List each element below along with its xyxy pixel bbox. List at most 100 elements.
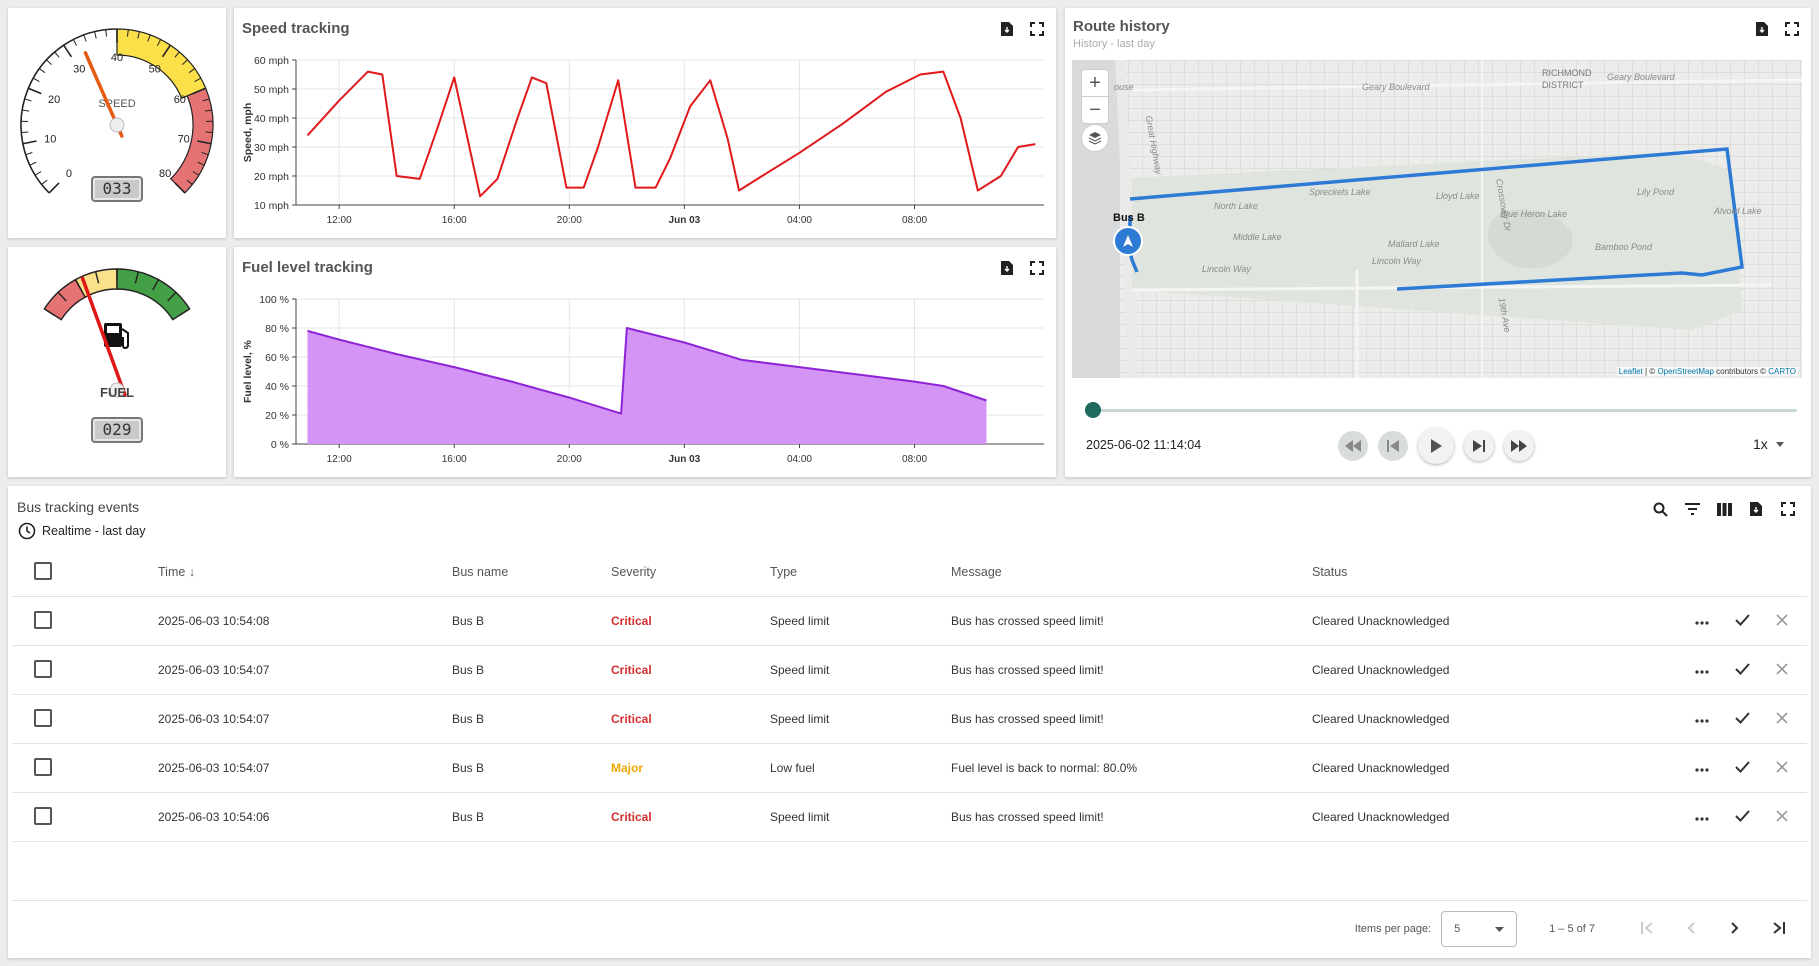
export-icon[interactable] [998,259,1016,277]
filter-button[interactable] [1683,500,1701,518]
slider-thumb[interactable] [1085,402,1101,418]
column-label: Status [1312,565,1348,579]
row-select-cell [12,596,157,646]
more-icon[interactable] [1695,663,1709,677]
timeline-slider[interactable] [1085,402,1797,418]
row-checkbox[interactable] [34,806,52,825]
fuel-pump-window [107,326,119,333]
clear-icon[interactable] [1776,760,1788,776]
table-row[interactable]: 2025-06-03 10:54:07 Bus B Major Low fuel Fue… [12,743,1807,793]
skip-start-button[interactable] [1378,431,1408,461]
speed-tick-label: 30 [73,63,85,75]
page-size-select[interactable]: 5 [1441,911,1518,947]
x-tick-label: 16:00 [442,454,467,465]
paginator: Items per page: 5 1 – 5 of 7 [1355,911,1801,947]
row-checkbox[interactable] [34,757,52,776]
column-header-severity[interactable]: Severity [610,548,769,597]
column-header-type[interactable]: Type [769,548,950,597]
speed-tick [188,68,195,74]
speed-tick [24,98,32,102]
acknowledge-icon[interactable] [1735,760,1750,776]
speed-tick [161,44,171,58]
column-header-status[interactable]: Status [1311,548,1645,597]
export-button[interactable] [1747,500,1765,518]
column-header-bus-name[interactable]: Bus name [451,548,610,597]
map-label: Mallard Lake [1388,239,1440,249]
zoom-out-button[interactable]: − [1089,99,1101,121]
cell-status: Cleared Unacknowledged [1311,694,1645,744]
fullscreen-icon[interactable] [1783,20,1801,38]
fuel-chart: 0 % 20 % 40 % 60 % 80 % 100 % 12:00 16:00 20:00 J… [242,294,1044,465]
leaflet-link[interactable]: Leaflet [1618,367,1643,376]
table-row[interactable]: 2025-06-03 10:54:06 Bus B Critical Speed li… [12,792,1807,842]
x-tick-label: 08:00 [902,454,927,465]
speed-tick-label: 0 [66,168,72,180]
acknowledge-icon[interactable] [1735,809,1750,825]
speed-tick [94,31,97,39]
zoom-in-button[interactable]: + [1082,70,1108,97]
table-row[interactable]: 2025-06-03 10:54:07 Bus B Critical Speed li… [12,645,1807,695]
timewindow-selector[interactable]: Realtime - last day [18,522,146,540]
more-icon[interactable] [1695,614,1709,628]
skip-end-button[interactable] [1464,431,1494,461]
speed-tick-label: 40 [111,52,123,64]
fuel-tick [94,271,100,284]
clear-icon[interactable] [1776,711,1788,727]
row-checkbox[interactable] [34,659,52,678]
fullscreen-icon[interactable] [1028,20,1046,38]
carto-link[interactable]: CARTO [1768,367,1796,376]
clear-icon[interactable] [1776,809,1788,825]
row-checkbox[interactable] [34,610,52,629]
clear-icon[interactable] [1776,613,1788,629]
previous-page-button[interactable] [1669,921,1713,937]
first-page-button[interactable] [1625,921,1669,937]
bus-marker[interactable] [1113,226,1143,256]
layers-icon [1088,132,1102,145]
column-label: Severity [611,565,657,579]
cell-time: 2025-06-03 10:54:07 [157,694,451,744]
fullscreen-icon[interactable] [1028,259,1046,277]
speed-tick [137,31,140,39]
acknowledge-icon[interactable] [1735,662,1750,678]
speed-tick-label: 20 [48,94,60,106]
clear-icon[interactable] [1776,662,1788,678]
playback-speed-value: 1x [1753,436,1768,452]
column-header-message[interactable]: Message [950,548,1311,597]
select-all-checkbox[interactable] [34,561,52,580]
more-icon[interactable] [1695,712,1709,726]
cell-type: Speed limit [769,792,950,842]
export-icon[interactable] [1753,20,1771,38]
chevron-down-icon [1775,441,1784,447]
table-row[interactable]: 2025-06-03 10:54:08 Bus B Critical Speed li… [12,596,1807,646]
search-button[interactable] [1651,500,1669,518]
play-button[interactable] [1418,428,1454,464]
fullscreen-button[interactable] [1779,500,1797,518]
fuel-zone-green [116,268,191,321]
layers-button[interactable] [1081,124,1109,152]
series-line [306,70,1036,198]
more-icon[interactable] [1695,761,1709,775]
next-page-button[interactable] [1713,921,1757,937]
acknowledge-icon[interactable] [1735,711,1750,727]
last-page-icon [1773,921,1785,934]
export-icon[interactable] [998,20,1016,38]
last-page-button[interactable] [1757,921,1801,937]
acknowledge-icon[interactable] [1735,613,1750,629]
column-header-time[interactable]: Time ↓ [157,548,451,597]
osm-link[interactable]: OpenStreetMap [1657,367,1714,376]
rewind-button[interactable] [1338,431,1368,461]
map-label: Geary Boulevard [1607,72,1675,82]
y-tick-label: 10 mph [254,200,289,212]
columns-button[interactable] [1715,500,1733,518]
table-row[interactable]: 2025-06-03 10:54:07 Bus B Critical Speed li… [12,694,1807,744]
fuel-needle [80,276,127,397]
playback-speed-select[interactable]: 1x [1753,436,1784,452]
row-checkbox[interactable] [34,708,52,727]
route-map[interactable]: Geary Boulevard RICHMOND DISTRICT Geary Bou… [1072,60,1802,378]
x-tick-label: 20:00 [557,215,582,226]
page-size-value: 5 [1454,923,1461,935]
y-tick-label: 20 mph [254,171,289,183]
speed-chart-title: Speed tracking [242,20,350,37]
fast-forward-button[interactable] [1504,431,1534,461]
more-icon[interactable] [1695,810,1709,824]
